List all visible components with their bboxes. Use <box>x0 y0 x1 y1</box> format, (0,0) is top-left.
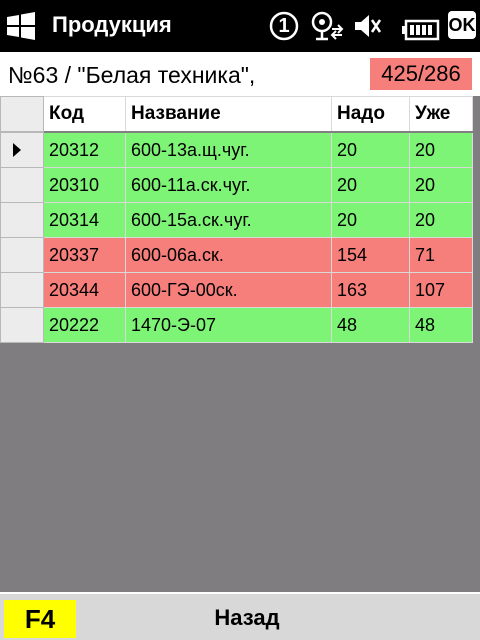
notification-count: 1 <box>278 15 290 37</box>
cell-name[interactable]: 1470-Э-07 <box>125 307 332 343</box>
cell-code[interactable]: 20337 <box>43 237 126 273</box>
row-selector[interactable] <box>0 167 44 203</box>
cell-done[interactable]: 48 <box>409 307 473 343</box>
table-row[interactable]: 20314 600-15а.ск.чуг. 20 20 <box>0 202 473 238</box>
table-row[interactable]: 20312 600-13а.щ.чуг. 20 20 <box>0 131 473 168</box>
cell-need[interactable]: 154 <box>331 237 410 273</box>
cell-name[interactable]: 600-13а.щ.чуг. <box>125 131 332 168</box>
status-bar: Продукция 1 OK <box>0 0 480 52</box>
table-header-row: Код Название Надо Уже <box>0 96 473 133</box>
cell-need[interactable]: 20 <box>331 131 410 168</box>
f4-key-button[interactable]: F4 <box>4 600 76 638</box>
windows-start-icon[interactable] <box>6 11 36 41</box>
cell-need[interactable]: 48 <box>331 307 410 343</box>
column-header-code[interactable]: Код <box>43 96 126 133</box>
current-row-arrow-icon <box>13 143 21 157</box>
cell-code[interactable]: 20310 <box>43 167 126 203</box>
cell-code[interactable]: 20314 <box>43 202 126 238</box>
cell-done[interactable]: 107 <box>409 272 473 308</box>
softkey-bar: F4 Назад <box>0 592 480 640</box>
row-selector[interactable] <box>0 131 44 168</box>
ok-button[interactable]: OK <box>448 11 476 39</box>
cell-need[interactable]: 20 <box>331 167 410 203</box>
product-table: Код Название Надо Уже 20312 600-13а.щ.чу… <box>0 96 473 343</box>
cell-name[interactable]: 600-ГЭ-00ск. <box>125 272 332 308</box>
column-header-need[interactable]: Надо <box>331 96 410 133</box>
order-title: №63 / "Белая техника", <box>8 62 256 88</box>
cell-name[interactable]: 600-06а.ск. <box>125 237 332 273</box>
cell-need[interactable]: 163 <box>331 272 410 308</box>
cell-done[interactable]: 20 <box>409 131 473 168</box>
connectivity-icon[interactable] <box>308 10 344 42</box>
cell-done[interactable]: 71 <box>409 237 473 273</box>
notification-count-icon[interactable]: 1 <box>268 10 300 42</box>
column-header-done[interactable]: Уже <box>409 96 473 133</box>
app-title: Продукция <box>52 12 172 37</box>
volume-muted-icon[interactable] <box>352 10 382 42</box>
back-button[interactable]: Назад <box>214 605 280 630</box>
row-selector[interactable] <box>0 272 44 308</box>
cell-need[interactable]: 20 <box>331 202 410 238</box>
cell-code[interactable]: 20344 <box>43 272 126 308</box>
row-selector[interactable] <box>0 237 44 273</box>
cell-done[interactable]: 20 <box>409 167 473 203</box>
battery-icon[interactable] <box>402 14 440 46</box>
row-selector[interactable] <box>0 307 44 343</box>
product-grid[interactable]: Код Название Надо Уже 20312 600-13а.щ.чу… <box>0 96 480 592</box>
cell-name[interactable]: 600-11а.ск.чуг. <box>125 167 332 203</box>
column-header-name[interactable]: Название <box>125 96 332 133</box>
table-row[interactable]: 20222 1470-Э-07 48 48 <box>0 307 473 343</box>
cell-code[interactable]: 20312 <box>43 131 126 168</box>
table-row[interactable]: 20337 600-06а.ск. 154 71 <box>0 237 473 273</box>
cell-code[interactable]: 20222 <box>43 307 126 343</box>
cell-name[interactable]: 600-15а.ск.чуг. <box>125 202 332 238</box>
row-selector[interactable] <box>0 202 44 238</box>
table-row[interactable]: 20310 600-11а.ск.чуг. 20 20 <box>0 167 473 203</box>
table-row[interactable]: 20344 600-ГЭ-00ск. 163 107 <box>0 272 473 308</box>
header-selector-cell <box>0 96 44 133</box>
counter-badge: 425/286 <box>370 58 472 90</box>
cell-done[interactable]: 20 <box>409 202 473 238</box>
